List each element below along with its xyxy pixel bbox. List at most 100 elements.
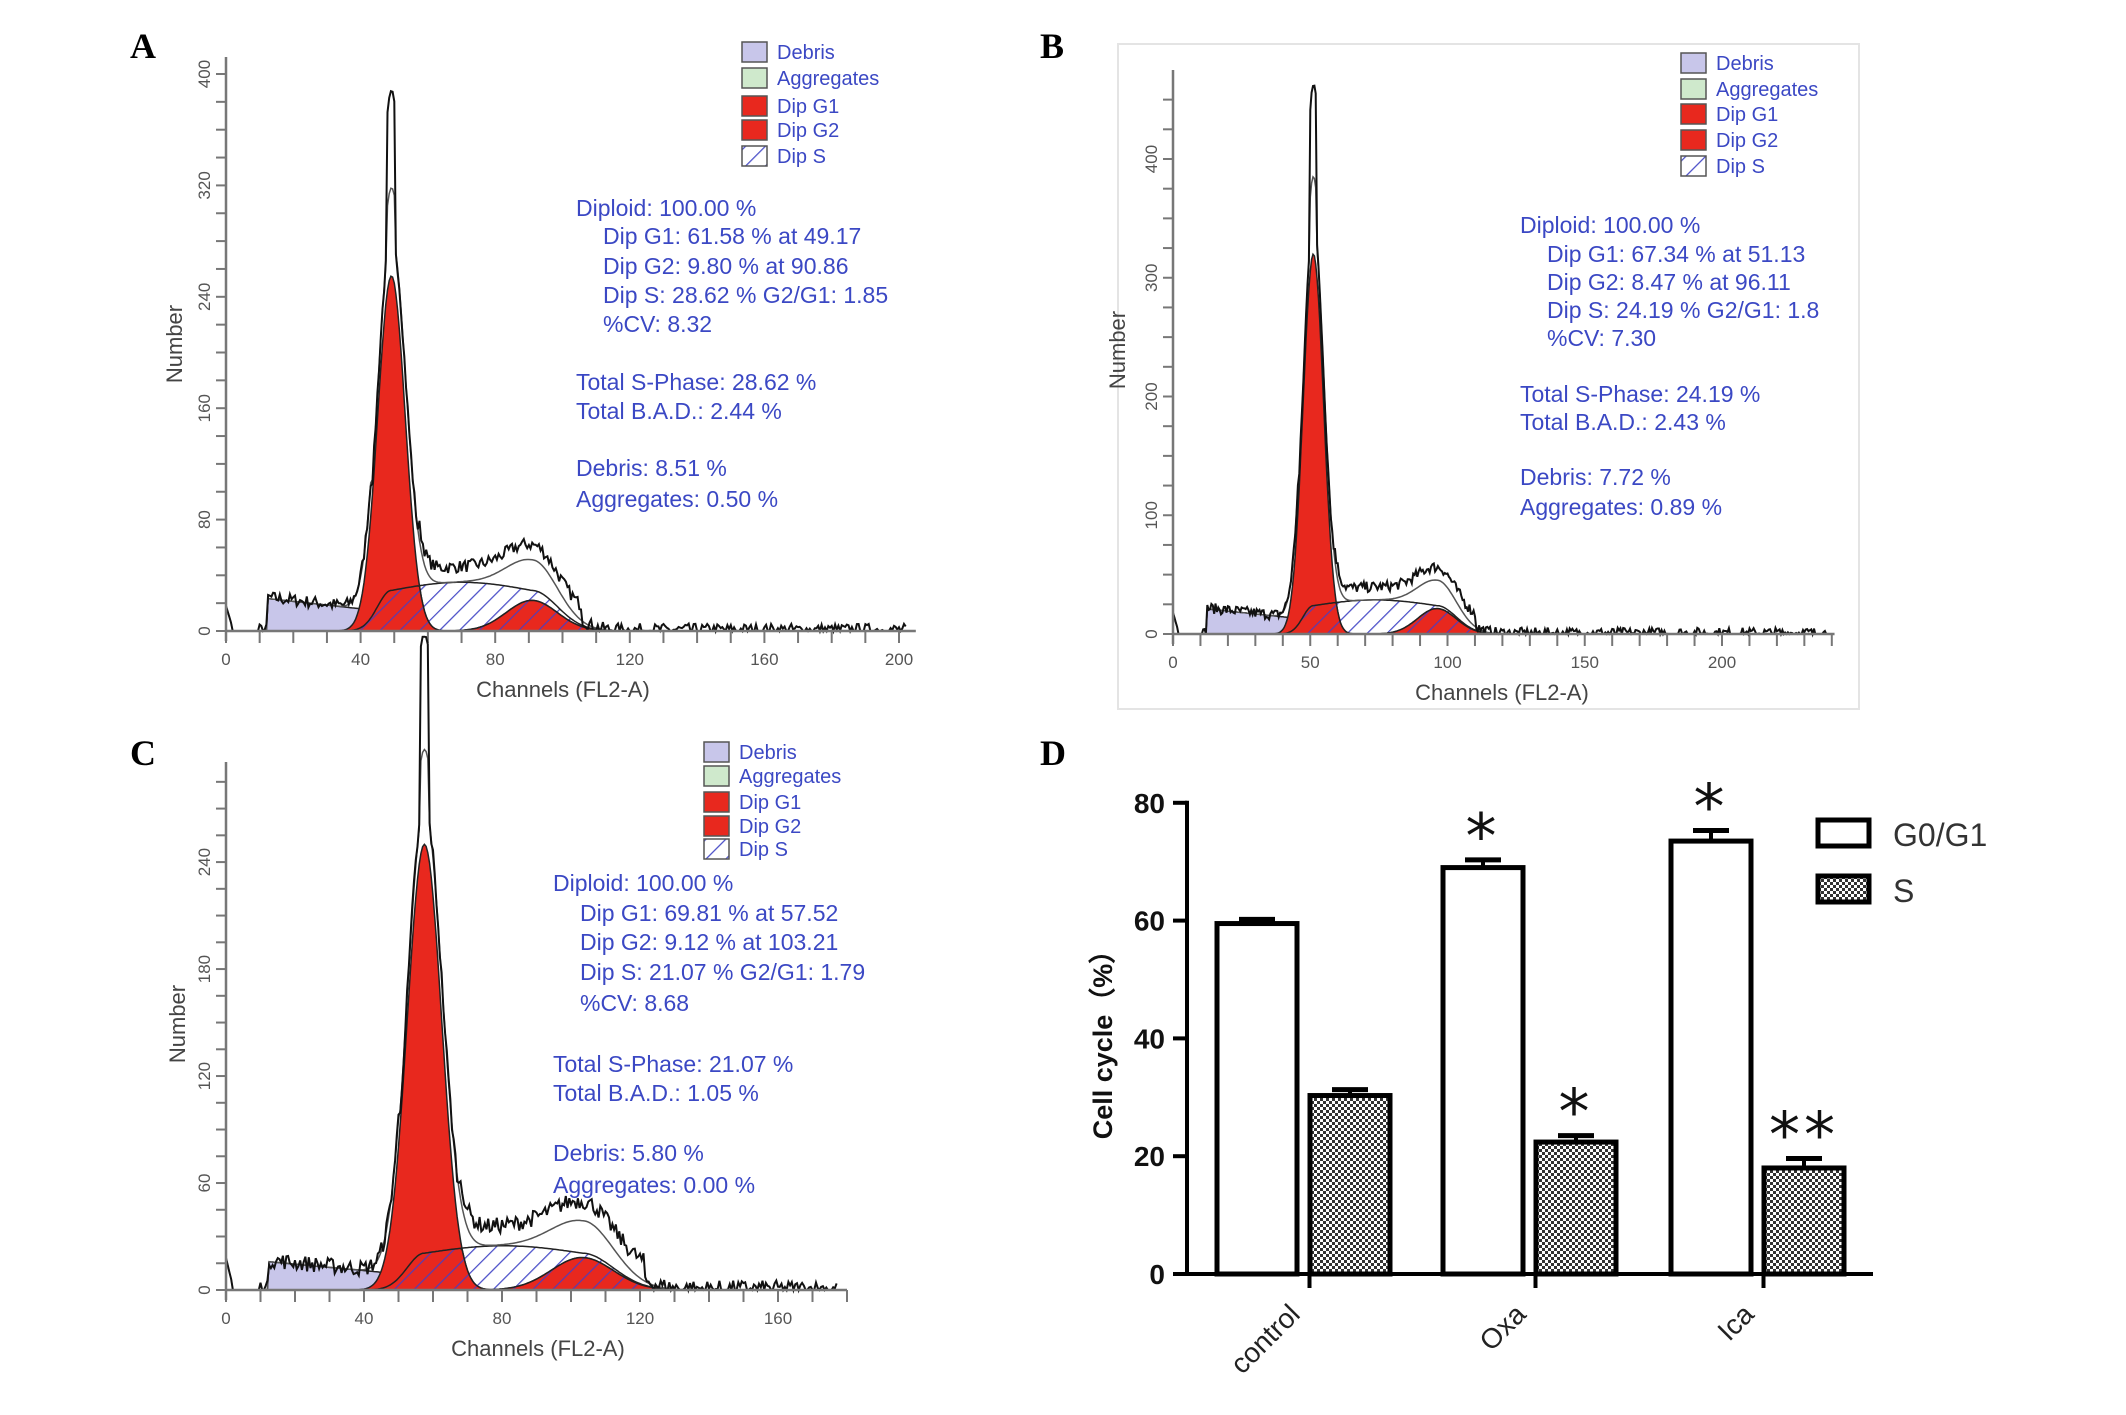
legend-swatch-dip-g2 [703, 815, 730, 837]
legend-swatch-aggregates [741, 67, 768, 89]
x-tick-label: 50 [1301, 653, 1320, 672]
legend-label: Dip G2 [739, 816, 801, 838]
stat-line: Diploid: 100.00 % [1520, 212, 1700, 238]
significance-marker: * [1466, 800, 1501, 873]
y-tick-label: 320 [195, 171, 214, 199]
legend-swatch-debris [1680, 52, 1707, 74]
stats-block: Diploid: 100.00 % Dip G1: 67.34 % at 51.1… [1520, 212, 1819, 520]
panel-label-d: D [1040, 733, 1066, 773]
stat-line: Dip G1: 67.34 % at 51.13 [1547, 241, 1805, 267]
y-tick-label: 160 [195, 394, 214, 422]
legend-label: Dip G2 [777, 120, 839, 142]
bar-s-control [1307, 1093, 1393, 1277]
legend-swatch-dip-g1 [1680, 103, 1707, 125]
y-tick-label: 60 [195, 1174, 214, 1193]
legend-swatch-aggregates [703, 765, 730, 787]
stat-line: %CV: 8.68 [580, 990, 689, 1016]
y-tick-label: 300 [1142, 264, 1161, 292]
x-tick-label: 0 [221, 1309, 230, 1328]
legend-label: G0/G1 [1893, 817, 1987, 853]
dip-g1-area [226, 275, 906, 632]
bar-g0-g1-control [1214, 921, 1300, 1277]
stat-line: Dip G1: 61.58 % at 49.17 [603, 223, 861, 249]
significance-marker: * [1694, 770, 1729, 843]
y-tick-label: 240 [195, 848, 214, 876]
legend-label: Debris [1716, 53, 1774, 75]
bar-s-ica [1761, 1165, 1847, 1277]
legend-swatch-aggregates [1680, 78, 1707, 100]
y-tick-label: 0 [195, 626, 214, 635]
y-tick-label: 240 [195, 283, 214, 311]
x-tick-label: 0 [1168, 653, 1177, 672]
panel-label-a: A [130, 26, 156, 66]
legend-swatch-dip-s [741, 145, 768, 167]
legend-label: Dip G1 [739, 792, 801, 814]
data-outline [225, 89, 907, 635]
x-tick-label: 160 [764, 1309, 792, 1328]
y-tick-label: 60 [1134, 906, 1165, 937]
chart-layer: 0 40 80 120 160 200080160240320400NumberChann… [162, 41, 1987, 1380]
bar-g0-g1-ica [1668, 838, 1754, 1277]
histogram-panel-c: 0 40 80 120 160 0 60 120 180 240 Number Channels (F… [165, 635, 865, 1361]
stat-line: Total S-Phase: 24.19 % [1520, 381, 1760, 407]
stat-line: Diploid: 100.00 % [553, 870, 733, 896]
y-tick-label: 180 [195, 955, 214, 983]
stat-line: %CV: 8.32 [603, 311, 712, 337]
legend-swatch-dip-g2 [741, 119, 768, 141]
y-axis-title: Number [165, 985, 190, 1063]
y-tick-label: 200 [1142, 382, 1161, 410]
y-tick-label: 0 [195, 1285, 214, 1294]
y-tick-label: 80 [1134, 788, 1165, 819]
stats-block: Diploid: 100.00 % Dip G1: 69.81 % at 57.5… [553, 870, 865, 1198]
stats-block: Diploid: 100.00 %Dip G1: 61.58 % at 49.1… [576, 195, 888, 512]
stat-line: Diploid: 100.00 % [576, 195, 756, 221]
legend-swatch-dip-g2 [1680, 129, 1707, 151]
legend-label: Dip S [777, 146, 826, 168]
panel-label-b: B [1040, 26, 1064, 66]
stat-line: Dip S: 24.19 % G2/G1: 1.8 [1547, 297, 1819, 323]
stat-line: Debris: 7.72 % [1520, 464, 1671, 490]
legend-label: Aggregates [739, 766, 841, 788]
x-tick-label: 100 [1433, 653, 1461, 672]
y-tick-label: 400 [195, 60, 214, 88]
y-tick-label: 20 [1134, 1141, 1165, 1172]
legend-label: Debris [739, 742, 797, 764]
stat-line: Total S-Phase: 28.62 % [576, 369, 816, 395]
significance-marker: * [1559, 1076, 1594, 1149]
histogram-panel-a: 0 40 80 120 160 200 0 80 160 240 320 400 Number Chann… [162, 41, 916, 702]
x-axis-title: Channels (FL2-A) [1415, 680, 1589, 705]
x-tick-label: 150 [1571, 653, 1599, 672]
bar-s-oxa [1533, 1139, 1619, 1277]
x-tick-label: 200 [1708, 653, 1736, 672]
stat-line: Debris: 5.80 % [553, 1140, 704, 1166]
y-tick-label: 120 [195, 1062, 214, 1090]
stat-line: %CV: 7.30 [1547, 325, 1656, 351]
stat-line: Debris: 8.51 % [576, 455, 727, 481]
x-tick-label: 80 [493, 1309, 512, 1328]
x-tick-label: 120 [626, 1309, 654, 1328]
stat-line: Total B.A.D.: 1.05 % [553, 1080, 759, 1106]
legend-swatch-g0-g1 [1815, 817, 1872, 849]
legend-label: Dip S [739, 839, 788, 861]
stat-line: Dip S: 28.62 % G2/G1: 1.85 [603, 282, 888, 308]
legend-label: Dip G1 [1716, 104, 1778, 126]
stat-line: Aggregates: 0.50 % [576, 486, 778, 512]
category-label: Ica [1711, 1298, 1760, 1347]
x-tick-label: 200 [885, 650, 913, 669]
stat-line: Dip S: 21.07 % G2/G1: 1.79 [580, 959, 865, 985]
y-tick-label: 100 [1142, 501, 1161, 529]
legend-label: Dip G1 [777, 96, 839, 118]
y-axis-title: Cell cycle（%） [1088, 937, 1118, 1140]
stat-line: Aggregates: 0.00 % [553, 1172, 755, 1198]
legend-swatch-s [1815, 873, 1872, 905]
panel-b-frame [1117, 43, 1860, 710]
y-tick-label: 400 [1142, 145, 1161, 173]
legend-label: S [1893, 873, 1914, 909]
stat-line: Total B.A.D.: 2.43 % [1520, 409, 1726, 435]
stat-line: Total S-Phase: 21.07 % [553, 1051, 793, 1077]
legend-swatch-debris [703, 741, 730, 763]
stat-line: Dip G2: 9.12 % at 103.21 [580, 929, 838, 955]
histogram-panel-b: 0 50 100 150 200 0 100 200 300 400 Number Channels … [1105, 52, 1835, 705]
